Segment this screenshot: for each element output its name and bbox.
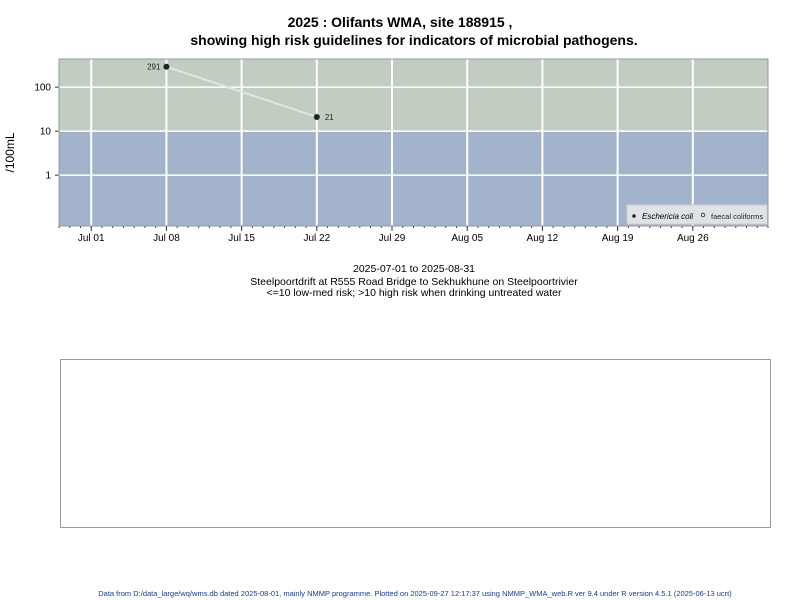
site-description: Steelpoortdrift at R555 Road Bridge to S… <box>250 276 578 288</box>
legend-label-faecal-coliforms: faecal coliforms <box>711 212 763 221</box>
legend-label-e-coli: Eschericia coli <box>642 212 693 221</box>
y-tick-label: 100 <box>34 83 51 94</box>
chart-title-line2: showing high risk guidelines for indicat… <box>190 32 638 48</box>
data-label: 21 <box>325 113 334 122</box>
x-tick-label: Aug 19 <box>602 233 634 244</box>
high-risk-zone <box>59 59 768 132</box>
x-tick-label: Aug 05 <box>451 233 483 244</box>
x-tick-label: Jul 08 <box>153 233 180 244</box>
y-tick-label: 10 <box>40 127 52 138</box>
x-tick-label: Jul 29 <box>379 233 406 244</box>
y-tick-label: 1 <box>45 171 51 182</box>
x-tick-label: Jul 15 <box>228 233 255 244</box>
chart-svg: Jul 01 Jul 08 Jul 15 Jul 22 Jul 29 Aug 05 Aug … <box>3 58 769 244</box>
x-tick-label: Aug 12 <box>527 233 559 244</box>
footer-note: Data from D:/data_large/wq/wms.db dated … <box>98 589 732 598</box>
data-point <box>313 113 320 120</box>
data-label: 291 <box>147 63 161 72</box>
x-tick-label: Jul 01 <box>78 233 105 244</box>
data-point <box>163 63 170 70</box>
legend-marker-e-coli <box>632 214 636 218</box>
x-tick-label: Aug 26 <box>677 233 709 244</box>
chart-title-line1: 2025 : Olifants WMA, site 188915 , <box>287 14 513 30</box>
y-axis-label: /100mL <box>3 132 17 172</box>
legend-marker-faecal-coliforms <box>700 212 706 218</box>
date-range: 2025-07-01 to 2025-08-31 <box>352 263 475 275</box>
plot-border <box>58 58 769 227</box>
x-tick-label: Jul 22 <box>303 233 330 244</box>
empty-plot-panel <box>60 359 771 528</box>
series-line-e-coli <box>166 65 318 118</box>
risk-note: <=10 low-med risk; >10 high risk when dr… <box>266 287 562 299</box>
legend-box <box>626 204 768 225</box>
